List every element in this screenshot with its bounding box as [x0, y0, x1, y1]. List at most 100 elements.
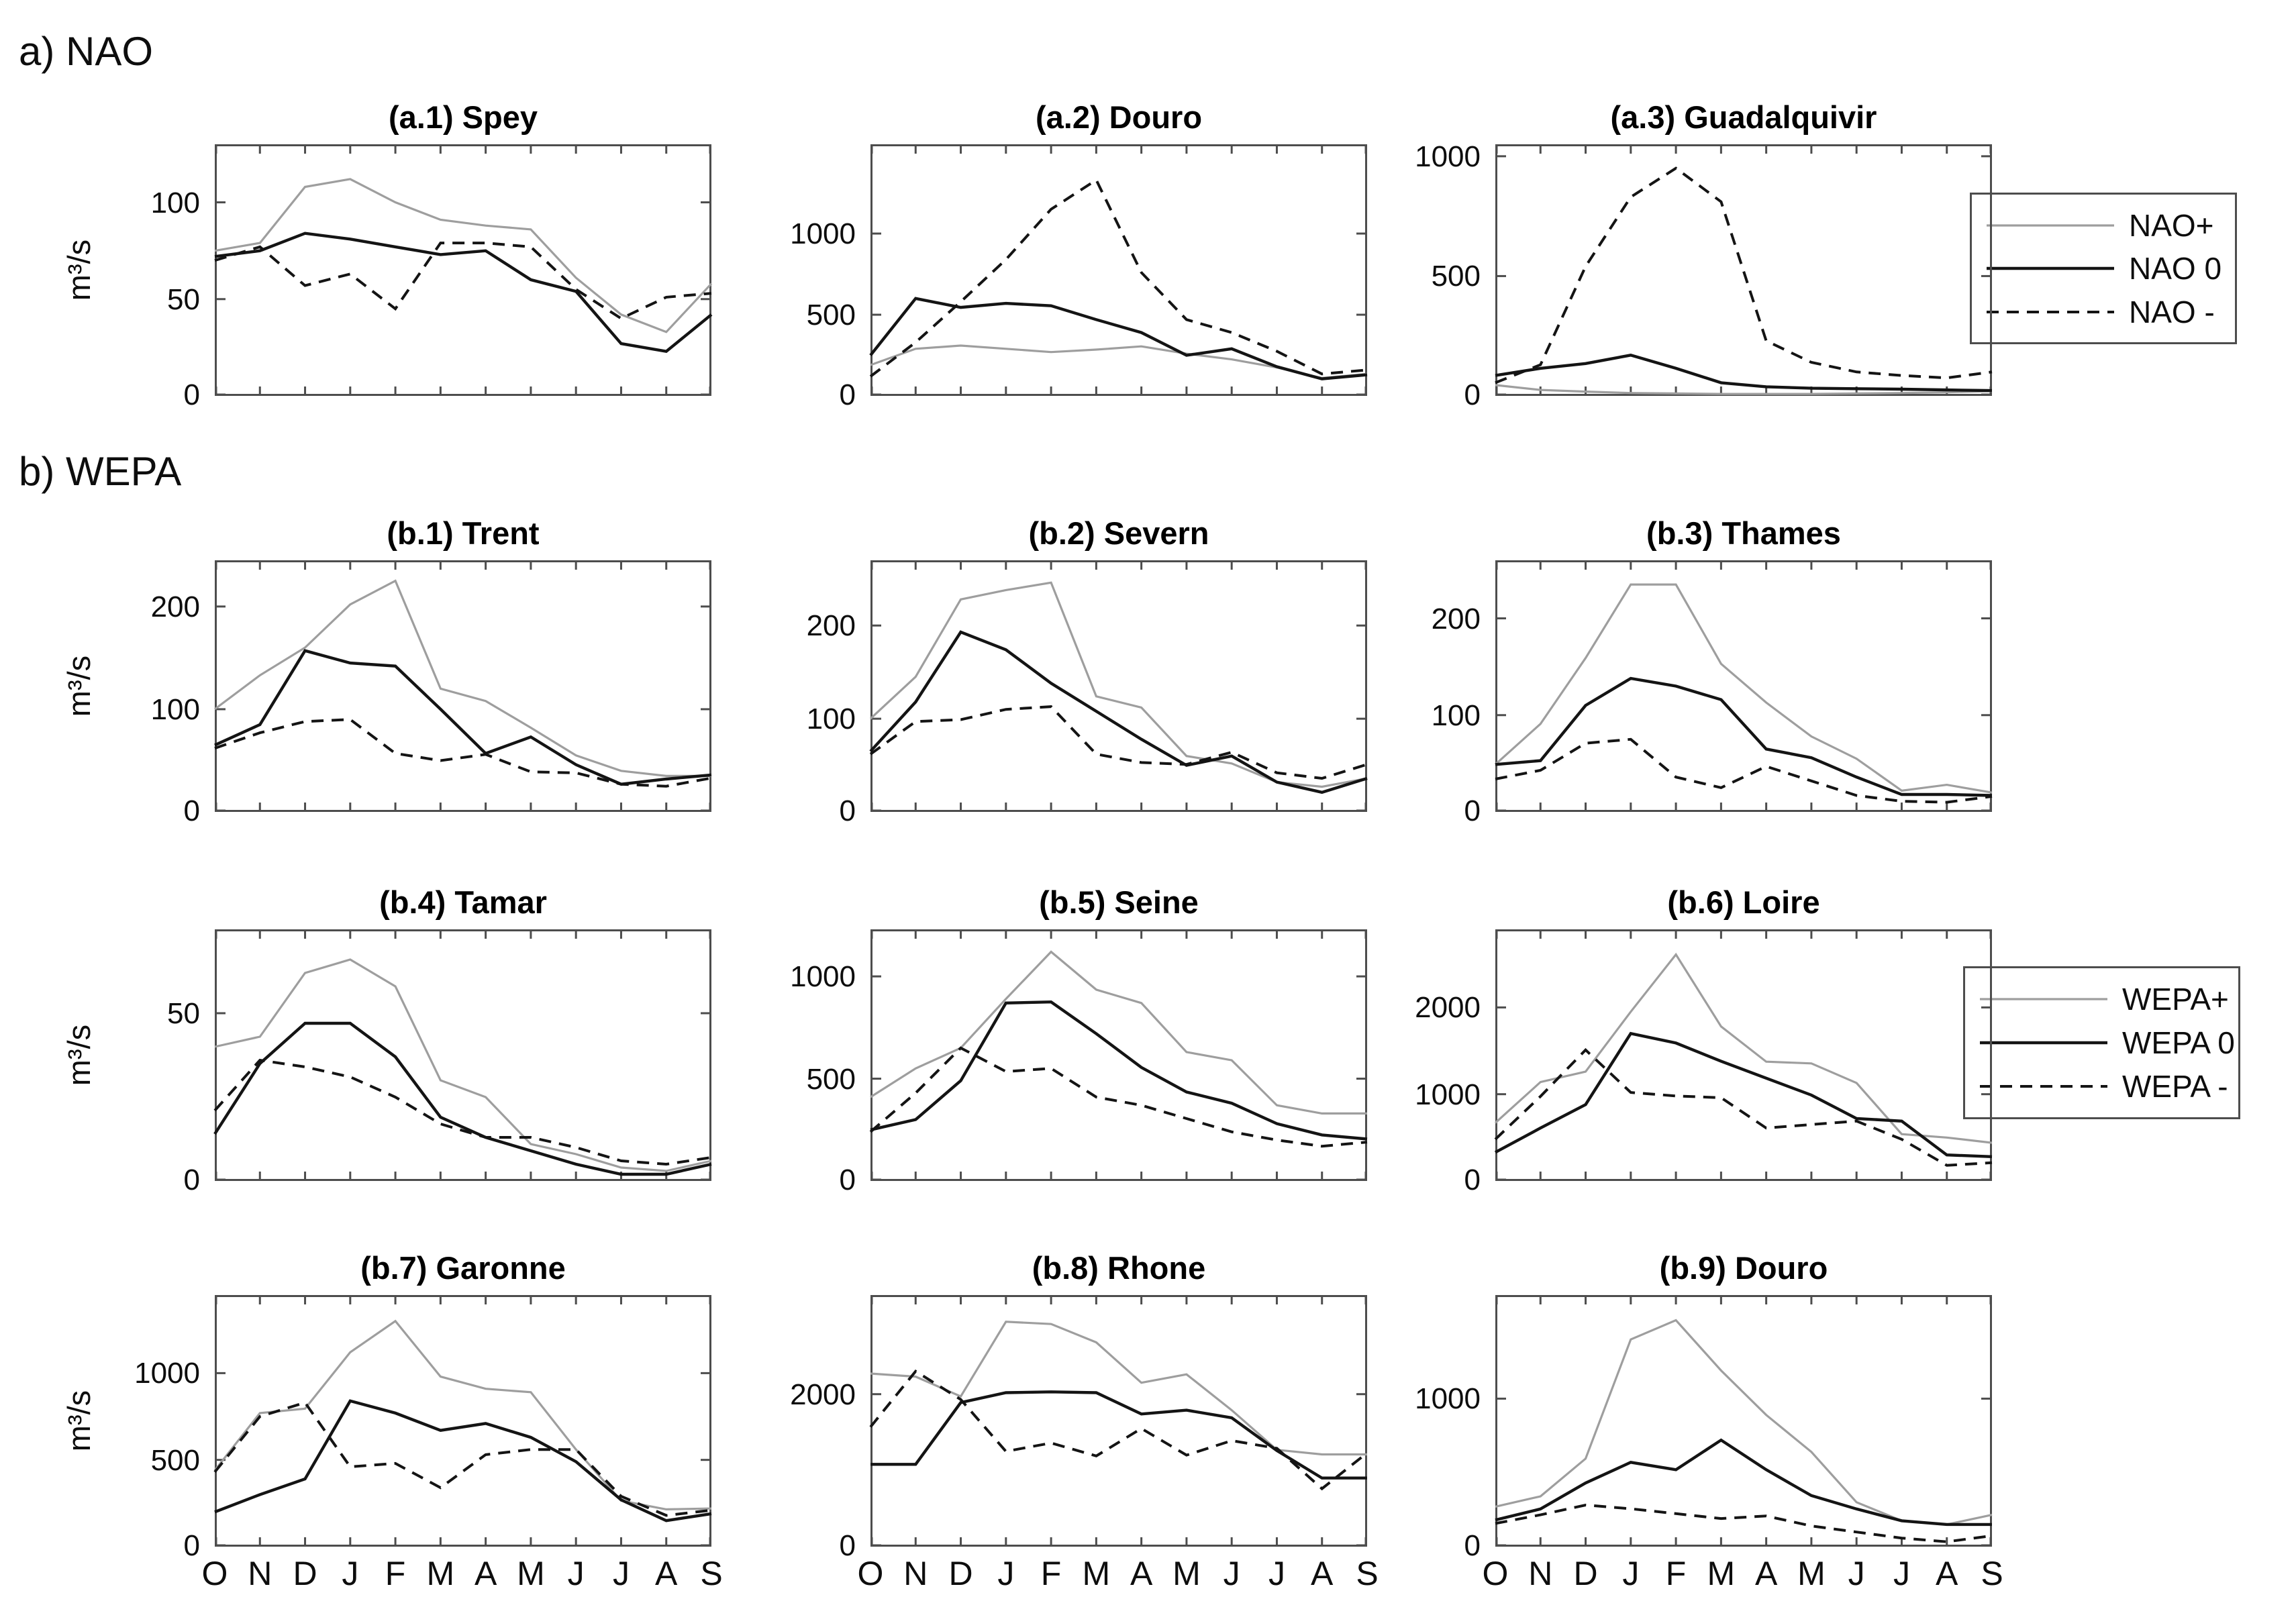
y-tick-label: 1000	[1415, 1078, 1481, 1111]
x-month-label: M	[517, 1555, 545, 1592]
chart-canvas-b3	[1494, 560, 1993, 812]
series-line-wepa	[1495, 1503, 1993, 1543]
series-line-nao	[214, 242, 712, 320]
series-line-nao	[1495, 384, 1993, 395]
subplot-b1: (b.1) Trent m³/s 0 100 200	[62, 515, 712, 827]
x-month-label: D	[293, 1555, 317, 1592]
axes-box	[870, 560, 1367, 812]
axes-box	[1495, 560, 1992, 812]
series-line-nao	[870, 344, 1368, 380]
legend-line-sample-plus	[1987, 223, 2114, 227]
series-line-wepa-0	[1495, 676, 1993, 797]
series-line-wepa	[869, 1369, 1368, 1491]
legend-nao: NAO+ NAO 0 NAO -	[1970, 193, 2237, 344]
legend-line-sample-zero	[1987, 266, 2114, 270]
x-month-label: A	[655, 1555, 678, 1592]
series-line-wepa-0	[214, 649, 712, 786]
series-line-wepa-0	[1495, 1438, 1992, 1527]
y-tick-label: 1000	[790, 960, 856, 994]
series-line-wepa	[213, 1400, 712, 1517]
legend-row-wepa-zero: WEPA 0	[1965, 1025, 2238, 1061]
series-line-wepa	[869, 705, 1368, 780]
subplot-b3: (b.3) Thames 0 100 200	[1432, 515, 1993, 827]
subplot-b4: (b.4) Tamar m³/s 0 50	[62, 884, 712, 1196]
series-line-wepa-0	[870, 1390, 1367, 1480]
x-month-label: M	[1797, 1555, 1826, 1592]
y-tick-label: 1000	[1415, 1382, 1481, 1416]
subplot-a1: (a.1) Spey m³/s 0 50 100	[62, 99, 713, 411]
axes-box	[1495, 929, 1992, 1181]
x-month-label: A	[1311, 1555, 1334, 1592]
y-axis-unit-text: m³/s	[61, 1024, 97, 1086]
x-month-label: A	[474, 1555, 497, 1592]
series-line-wepa	[869, 1046, 1368, 1148]
subplot-title: (a.2) Douro	[1035, 99, 1203, 135]
axes-box	[870, 929, 1367, 1181]
y-tick-label: 1000	[790, 217, 856, 251]
y-tick-label: 1000	[1415, 140, 1481, 173]
x-month-label: D	[948, 1555, 973, 1592]
series-line-wepa	[870, 1321, 1367, 1456]
y-tick-label: 0	[839, 1164, 856, 1196]
x-month-label: M	[1082, 1555, 1111, 1592]
series-line-wepa	[214, 958, 712, 1172]
x-month-label: J	[567, 1555, 585, 1592]
x-month-label: A	[1936, 1555, 1958, 1592]
y-axis-unit-label: m³/s	[59, 144, 99, 396]
chart-canvas-b8	[869, 1295, 1368, 1547]
x-month-label: J	[997, 1555, 1015, 1592]
x-month-label: A	[1130, 1555, 1153, 1592]
y-tick-label: 0	[1464, 378, 1481, 411]
series-line-wepa	[1494, 1047, 1993, 1167]
series-line-wepa	[1495, 737, 1993, 804]
x-month-label: S	[1981, 1555, 2003, 1592]
x-month-label: J	[1622, 1555, 1640, 1592]
legend-row-nao-minus: NAO -	[1972, 294, 2235, 330]
subplot-title: (a.1) Spey	[388, 99, 538, 135]
series-line-nao	[214, 178, 713, 333]
legend-row-wepa-plus: WEPA+	[1965, 981, 2238, 1017]
series-line-nao-0	[869, 297, 1368, 380]
series-line-wepa	[869, 581, 1368, 788]
y-tick-label: 100	[1431, 699, 1481, 732]
subplot-title: (b.5) Seine	[1039, 884, 1199, 920]
y-tick-label: 100	[150, 186, 200, 219]
y-tick-label: 0	[183, 1164, 200, 1196]
axes-box	[215, 560, 711, 812]
subplot-a3: (a.3) Guadalquivir 0 500 1000	[1415, 99, 1993, 411]
series-line-wepa-0	[869, 630, 1368, 794]
subplot-a2: (a.2) Douro 0 500 1000	[790, 99, 1368, 411]
y-axis-unit-text: m³/s	[61, 1390, 97, 1452]
subplot-title: (b.4) Tamar	[379, 884, 547, 920]
x-month-label: O	[857, 1555, 884, 1592]
subplot-b5: (b.5) Seine 0 500 1000	[790, 884, 1368, 1196]
series-line-wepa-0	[870, 1000, 1368, 1141]
y-tick-label: 50	[167, 282, 200, 316]
section-a-label: a) NAO	[19, 29, 154, 74]
series-line-wepa	[214, 579, 711, 777]
x-month-label: J	[1893, 1555, 1910, 1592]
legend-label: WEPA+	[2122, 982, 2229, 1017]
subplot-title: (b.1) Trent	[387, 515, 540, 551]
chart-canvas-b4	[213, 929, 712, 1181]
y-tick-label: 2000	[790, 1378, 856, 1411]
y-tick-label: 200	[806, 609, 856, 643]
y-tick-label: 500	[1431, 260, 1481, 293]
legend-wepa: WEPA+ WEPA 0 WEPA -	[1963, 966, 2240, 1119]
series-line-nao-0	[1495, 354, 1993, 393]
x-month-label: S	[1356, 1555, 1379, 1592]
series-line-wepa-0	[214, 1399, 712, 1523]
chart-canvas-b7	[213, 1295, 712, 1547]
y-tick-label: 50	[167, 997, 200, 1030]
subplot-title: (a.3) Guadalquivir	[1610, 99, 1877, 135]
series-line-wepa	[1494, 583, 1993, 794]
chart-canvas-b6	[1494, 929, 1993, 1181]
x-month-label: J	[342, 1555, 359, 1592]
y-tick-label: 500	[806, 1062, 856, 1096]
legend-row-wepa-minus: WEPA -	[1965, 1068, 2238, 1104]
y-tick-label: 2000	[1415, 991, 1481, 1025]
chart-canvas-a3	[1495, 144, 1993, 396]
axes-box	[1495, 1295, 1992, 1547]
chart-canvas-b1	[214, 560, 712, 812]
